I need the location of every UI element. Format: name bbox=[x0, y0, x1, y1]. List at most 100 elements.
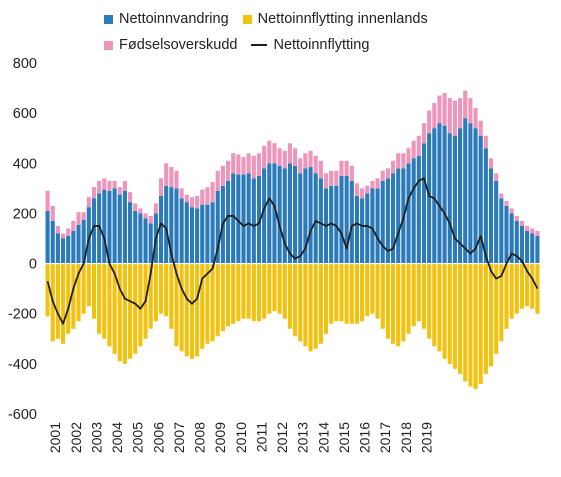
bar-nettoinnvandring bbox=[318, 178, 323, 264]
bar-fodselsoverskudd bbox=[318, 160, 323, 179]
bar-nettoinnflytting-innenlands bbox=[323, 263, 329, 334]
bar-nettoinnflytting-innenlands bbox=[488, 263, 494, 367]
y-tick-label: -200 bbox=[8, 307, 37, 323]
bar-fodselsoverskudd bbox=[370, 180, 375, 189]
bar-fodselsoverskudd bbox=[256, 153, 262, 176]
bar-fodselsoverskudd bbox=[246, 153, 251, 174]
bar-nettoinnvandring bbox=[530, 233, 535, 264]
bar-fodselsoverskudd bbox=[128, 192, 133, 203]
bar-nettoinnvandring bbox=[174, 188, 179, 264]
bar-nettoinnvandring bbox=[375, 188, 380, 264]
bar-nettoinnflytting-innenlands bbox=[81, 263, 86, 314]
bar-nettoinnflytting-innenlands bbox=[452, 263, 457, 369]
bar-nettoinnflytting-innenlands bbox=[344, 263, 349, 324]
x-tick-label: 2009 bbox=[212, 422, 228, 453]
bar-fodselsoverskudd bbox=[303, 153, 308, 169]
bar-nettoinnvandring bbox=[200, 204, 205, 264]
bar-nettoinnflytting-innenlands bbox=[509, 263, 514, 319]
bar-nettoinnvandring bbox=[365, 193, 370, 264]
bar-nettoinnflytting-innenlands bbox=[184, 263, 189, 357]
bar-nettoinnvandring bbox=[370, 188, 375, 264]
bar-nettoinnflytting-innenlands bbox=[117, 263, 122, 362]
bar-fodselsoverskudd bbox=[509, 208, 514, 214]
bar-nettoinnvandring bbox=[468, 123, 473, 264]
bar-nettoinnvandring bbox=[225, 180, 231, 264]
bar-nettoinnvandring bbox=[50, 220, 55, 264]
bar-nettoinnvandring bbox=[509, 213, 514, 264]
bar-nettoinnvandring bbox=[396, 168, 401, 264]
bar-nettoinnvandring bbox=[329, 185, 334, 264]
bar-fodselsoverskudd bbox=[447, 98, 452, 134]
bar-nettoinnflytting-innenlands bbox=[396, 263, 401, 347]
bar-nettoinnflytting-innenlands bbox=[483, 263, 488, 374]
bar-nettoinnvandring bbox=[437, 123, 442, 264]
bar-fodselsoverskudd bbox=[488, 158, 494, 169]
legend: Nettoinnvandring Nettoinnflytting innenl… bbox=[104, 6, 544, 58]
bar-nettoinnvandring bbox=[535, 235, 540, 264]
bar-fodselsoverskudd bbox=[354, 183, 360, 196]
bar-nettoinnflytting-innenlands bbox=[251, 263, 256, 322]
bar-nettoinnvandring bbox=[55, 233, 60, 264]
x-tick-label: 2003 bbox=[88, 422, 104, 453]
bar-fodselsoverskudd bbox=[189, 197, 195, 208]
bar-nettoinnflytting-innenlands bbox=[220, 263, 225, 332]
bar-fodselsoverskudd bbox=[334, 170, 339, 186]
bar-fodselsoverskudd bbox=[102, 178, 107, 190]
bar-fodselsoverskudd bbox=[220, 165, 225, 186]
y-tick-label: 400 bbox=[13, 156, 37, 172]
bar-fodselsoverskudd bbox=[262, 145, 267, 169]
bar-fodselsoverskudd bbox=[530, 228, 535, 234]
bar-fodselsoverskudd bbox=[308, 150, 313, 168]
bar-nettoinnflytting-innenlands bbox=[231, 263, 236, 324]
bar-nettoinnvandring bbox=[473, 128, 478, 264]
bar-nettoinnflytting-innenlands bbox=[308, 263, 313, 352]
bar-nettoinnvandring bbox=[406, 163, 411, 264]
bar-nettoinnvandring bbox=[354, 195, 360, 264]
bar-nettoinnvandring bbox=[45, 210, 50, 264]
bar-nettoinnvandring bbox=[344, 175, 349, 264]
bar-nettoinnflytting-innenlands bbox=[241, 263, 246, 319]
bar-fodselsoverskudd bbox=[483, 135, 488, 149]
bar-nettoinnflytting-innenlands bbox=[236, 263, 241, 322]
bar-fodselsoverskudd bbox=[210, 182, 215, 203]
bar-nettoinnflytting-innenlands bbox=[427, 263, 432, 339]
bar-fodselsoverskudd bbox=[396, 153, 401, 169]
bar-nettoinnflytting-innenlands bbox=[494, 263, 499, 354]
bar-nettoinnflytting-innenlands bbox=[504, 263, 509, 329]
legend-swatch-nettoinnvandring bbox=[104, 14, 113, 24]
bar-nettoinnflytting-innenlands bbox=[205, 263, 210, 344]
bar-fodselsoverskudd bbox=[55, 225, 60, 234]
bar-nettoinnflytting-innenlands bbox=[303, 263, 308, 347]
legend-item-fodselsoverskudd: Fødselsoverskudd bbox=[104, 37, 237, 53]
bar-nettoinnflytting-innenlands bbox=[76, 263, 81, 322]
bar-nettoinnvandring bbox=[86, 207, 91, 264]
bar-fodselsoverskudd bbox=[107, 180, 112, 191]
x-tick-label: 2006 bbox=[150, 422, 166, 453]
bar-nettoinnflytting-innenlands bbox=[164, 263, 169, 317]
bar-nettoinnflytting-innenlands bbox=[365, 263, 370, 317]
bar-nettoinnvandring bbox=[215, 190, 220, 264]
bar-fodselsoverskudd bbox=[406, 148, 411, 164]
x-tick-label: 2019 bbox=[418, 422, 434, 453]
bar-fodselsoverskudd bbox=[169, 167, 174, 188]
bar-nettoinnflytting-innenlands bbox=[138, 263, 143, 347]
bar-nettoinnvandring bbox=[91, 198, 97, 264]
bar-nettoinnflytting-innenlands bbox=[55, 263, 60, 339]
bar-nettoinnvandring bbox=[60, 238, 66, 264]
bar-fodselsoverskudd bbox=[329, 170, 334, 186]
bar-fodselsoverskudd bbox=[525, 225, 530, 231]
bar-fodselsoverskudd bbox=[313, 155, 318, 174]
bar-nettoinnvandring bbox=[499, 198, 504, 264]
bar-nettoinnvandring bbox=[76, 224, 81, 264]
line-nettoinnflytting bbox=[46, 177, 539, 325]
bar-fodselsoverskudd bbox=[360, 188, 365, 199]
bar-nettoinnvandring bbox=[463, 118, 468, 264]
bar-nettoinnflytting-innenlands bbox=[128, 263, 133, 359]
bar-nettoinnflytting-innenlands bbox=[122, 263, 127, 364]
x-tick-label: 2004 bbox=[109, 422, 125, 453]
bar-fodselsoverskudd bbox=[282, 150, 287, 169]
bar-fodselsoverskudd bbox=[344, 160, 349, 176]
bar-nettoinnvandring bbox=[452, 135, 457, 264]
bar-nettoinnflytting-innenlands bbox=[107, 263, 112, 347]
